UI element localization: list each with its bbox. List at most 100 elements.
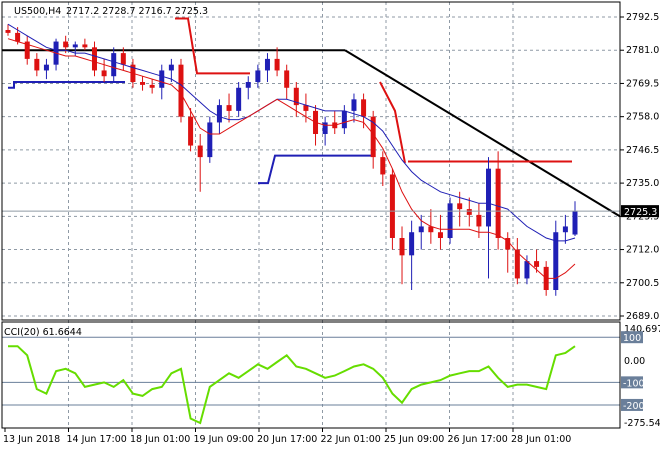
candle-body [120,53,126,65]
trendline [344,49,621,218]
cci-level-label-bg [621,376,643,389]
candle-body [486,168,492,227]
y-tick-label: 2769.5 [626,78,659,89]
level-lines [2,17,621,218]
x-tick-label: 13 Jun 2018 [3,434,60,445]
candle-body [380,157,386,175]
cci-line [8,345,576,425]
candle-body [188,116,194,146]
candle-body [553,232,559,290]
ohlc-label: 2717.2 2728.7 2716.7 2725.3 [66,6,208,17]
candle-body [149,84,155,88]
candle-body [264,58,270,71]
candle-body [562,226,568,233]
y-tick-label: 2700.5 [626,278,659,289]
candle-body [168,64,174,71]
symbol-label: US500,H4 [14,6,61,17]
cci-tick-label: 140.6975 [624,324,660,335]
candle-body [534,261,540,267]
ma-red-line [7,38,576,279]
x-tick-label: 25 Jun 09:00 [384,434,444,445]
candle-body [82,44,88,48]
cci-tick-label: 0.00 [624,356,645,367]
candle-body [466,209,472,215]
candle-body [505,238,511,250]
candle-body [399,238,405,256]
candles [5,24,578,296]
candle-body [293,87,299,106]
cci-level-label: -200 [623,401,645,412]
candle-body [197,145,203,158]
price-pane-border [1,1,621,321]
y-tick-label: 2792.5 [626,12,659,23]
candle-body [284,70,290,88]
ma-blue-line [7,23,576,242]
x-axis: 13 Jun 2018 14 Jun 17:00 18 Jun 01:00 19 Ju… [3,428,571,445]
candle-body [178,64,184,117]
candle-body [428,226,434,233]
support-step-line [258,154,375,185]
candle-body [514,249,520,279]
candle-body [303,105,309,111]
y-tick-label: 2758.0 [626,112,659,123]
candle-body [207,122,213,158]
candle-body [389,174,395,238]
candle-body [63,41,69,48]
candle-body [476,214,482,227]
grid [2,2,620,428]
cci-title: CCI(20) 61.6644 [4,327,82,338]
candle-body [111,53,117,77]
price-label-bg [621,205,659,218]
candle-body [418,226,424,233]
candle-body [245,82,251,88]
candle-body [34,58,40,71]
candle-body [5,30,11,33]
candle-body [226,105,232,111]
candle-body [159,70,165,88]
cci-level-label: -100 [623,378,645,389]
y-tick-label: 2712.0 [626,245,659,256]
candle-body [91,47,97,71]
x-tick-label: 20 Jun 17:00 [257,434,317,445]
candle-body [322,122,328,134]
candle-body [437,232,443,238]
cci-level-label-bg [621,398,643,411]
candle-body [43,64,49,71]
cci-indicator [8,345,576,425]
candle-body [72,44,78,48]
candle-body [351,99,357,111]
chart-frame [1,1,621,429]
y-tick-label: 2781.0 [626,45,659,56]
candle-body [495,168,501,238]
y-tick-label: 2689.0 [626,311,659,322]
candle-body [216,105,222,123]
candle-body [15,32,21,42]
candle-body [447,203,453,238]
candle-body [572,211,578,235]
candle-body [101,70,107,77]
support-step-line [8,81,125,89]
candle-body [274,58,280,71]
candle-body [341,110,347,129]
x-tick-label: 14 Jun 17:00 [67,434,127,445]
x-tick-label: 19 Jun 09:00 [194,434,254,445]
candle-body [236,87,242,111]
candle-body [524,261,530,279]
stop-step-line [175,17,250,75]
candle-body [140,82,146,85]
x-tick-label: 18 Jun 01:00 [130,434,190,445]
candle-body [457,203,463,210]
candle-body [255,70,261,82]
candle-body [24,41,30,59]
y-axis: 2792.52781.02769.52758.02746.52735.02723… [2,12,660,429]
x-tick-label: 26 Jun 17:00 [448,434,508,445]
y-tick-label: 2746.5 [626,145,659,156]
candle-body [409,232,415,256]
price-label: 2725.3 [624,207,657,218]
cci-tick-label: -275.548 [624,418,660,429]
y-tick-label: 2735.0 [626,178,659,189]
cci-level-label-bg [621,331,643,344]
x-tick-label: 28 Jun 01:00 [511,434,571,445]
moving-averages [7,23,576,279]
